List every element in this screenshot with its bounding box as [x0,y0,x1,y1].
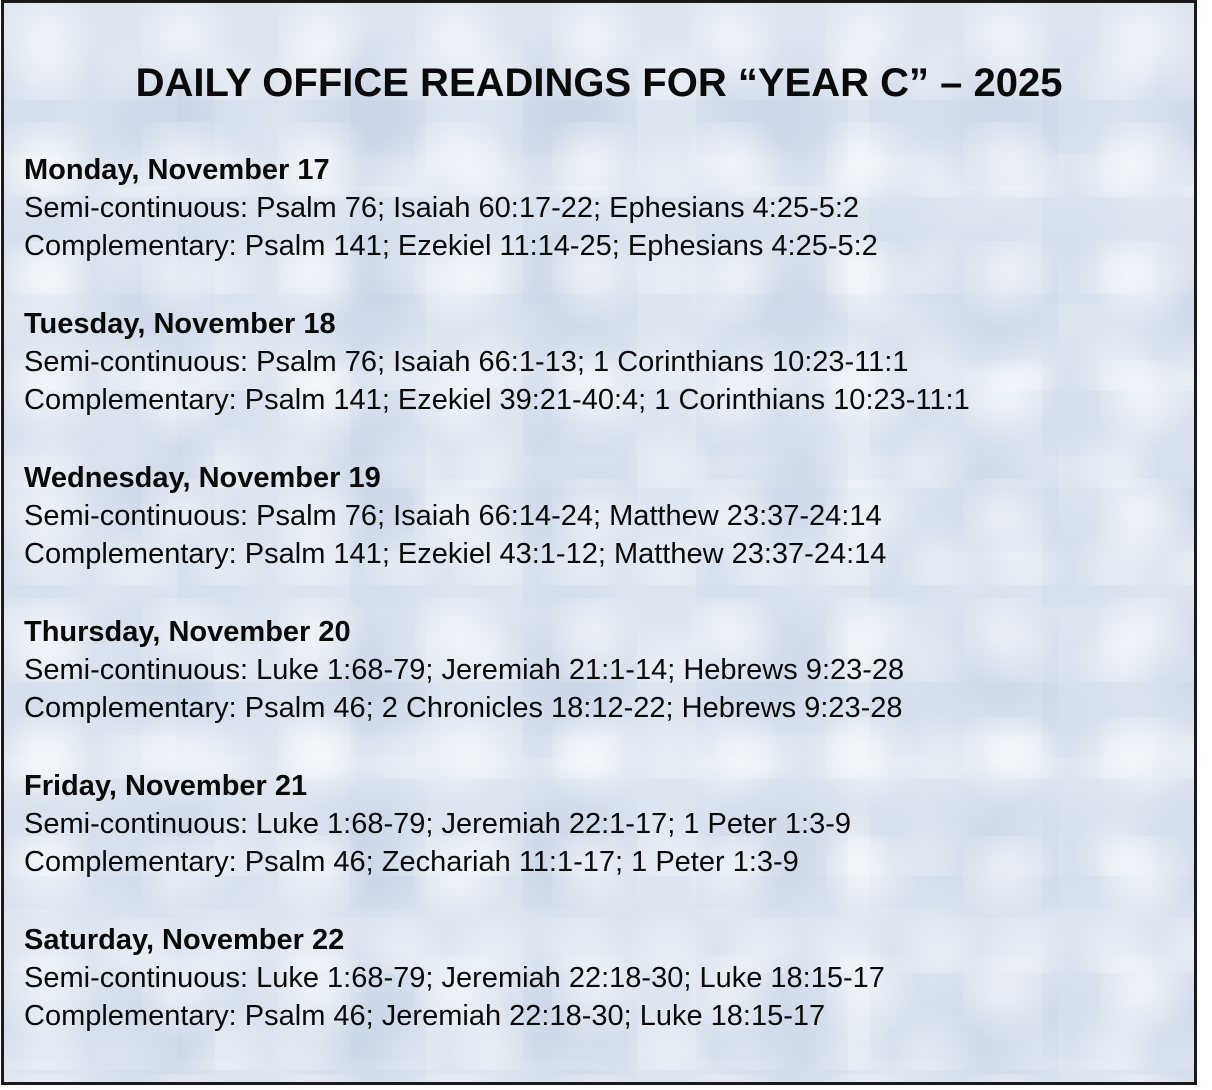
day-block-wednesday: Wednesday, November 19 Semi-continuous: … [24,459,1174,573]
complementary-reading: Complementary: Psalm 141; Ezekiel 43:1-1… [24,538,887,570]
day-block-thursday: Thursday, November 20 Semi-continuous: L… [24,613,1174,727]
day-block-saturday: Saturday, November 22 Semi-continuous: L… [24,921,1174,1035]
day-heading: Thursday, November 20 [24,616,351,648]
semi-continuous-reading: Semi-continuous: Psalm 76; Isaiah 66:1-1… [24,346,909,378]
day-heading: Friday, November 21 [24,770,308,802]
complementary-reading: Complementary: Psalm 46; Zechariah 11:1-… [24,846,799,878]
complementary-reading: Complementary: Psalm 46; 2 Chronicles 18… [24,692,903,724]
semi-continuous-reading: Semi-continuous: Luke 1:68-79; Jeremiah … [24,962,885,994]
day-heading: Saturday, November 22 [24,924,345,956]
complementary-reading: Complementary: Psalm 141; Ezekiel 11:14-… [24,230,878,262]
semi-continuous-reading: Semi-continuous: Luke 1:68-79; Jeremiah … [24,654,905,686]
complementary-reading: Complementary: Psalm 141; Ezekiel 39:21-… [24,384,970,416]
semi-continuous-reading: Semi-continuous: Psalm 76; Isaiah 60:17-… [24,192,860,224]
complementary-reading: Complementary: Psalm 46; Jeremiah 22:18-… [24,1000,826,1032]
page-title: DAILY OFFICE READINGS FOR “YEAR C” – 202… [135,61,1063,105]
semi-continuous-reading: Semi-continuous: Psalm 76; Isaiah 66:14-… [24,500,882,532]
semi-continuous-reading: Semi-continuous: Luke 1:68-79; Jeremiah … [24,808,851,840]
day-block-monday: Monday, November 17 Semi-continuous: Psa… [24,151,1174,265]
day-block-friday: Friday, November 21 Semi-continuous: Luk… [24,767,1174,881]
day-heading: Monday, November 17 [24,154,330,186]
day-heading: Tuesday, November 18 [24,308,336,340]
day-heading: Wednesday, November 19 [24,462,381,494]
day-block-tuesday: Tuesday, November 18 Semi-continuous: Ps… [24,305,1174,419]
